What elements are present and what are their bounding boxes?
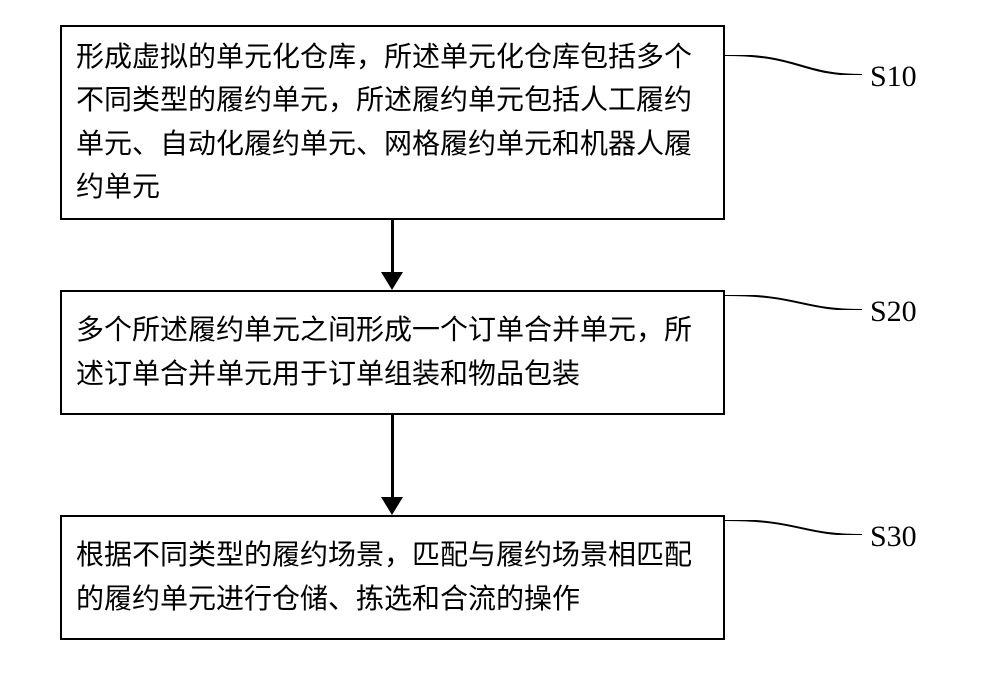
step-box-s30: 根据不同类型的履约场景，匹配与履约场景相匹配的履约单元进行仓储、拣选和合流的操作 bbox=[60, 515, 725, 640]
step-label-s30: S30 bbox=[870, 520, 917, 554]
label-leader-s10 bbox=[725, 55, 862, 75]
step-text-s20: 多个所述履约单元之间形成一个订单合并单元，所述订单合并单元用于订单组装和物品包装 bbox=[76, 309, 709, 396]
arrow-line-1 bbox=[391, 220, 394, 272]
step-text-s30: 根据不同类型的履约场景，匹配与履约场景相匹配的履约单元进行仓储、拣选和合流的操作 bbox=[76, 534, 709, 621]
step-box-s20: 多个所述履约单元之间形成一个订单合并单元，所述订单合并单元用于订单组装和物品包装 bbox=[60, 290, 725, 415]
flowchart-canvas: 形成虚拟的单元化仓库，所述单元化仓库包括多个不同类型的履约单元，所述履约单元包括… bbox=[0, 0, 1000, 683]
step-label-s10: S10 bbox=[870, 60, 917, 94]
arrow-head-1 bbox=[381, 272, 403, 290]
step-box-s10: 形成虚拟的单元化仓库，所述单元化仓库包括多个不同类型的履约单元，所述履约单元包括… bbox=[60, 25, 725, 220]
step-label-s20: S20 bbox=[870, 295, 917, 329]
step-text-s10: 形成虚拟的单元化仓库，所述单元化仓库包括多个不同类型的履约单元，所述履约单元包括… bbox=[76, 36, 709, 210]
arrow-head-2 bbox=[381, 497, 403, 515]
label-leader-s30 bbox=[725, 520, 862, 535]
arrow-line-2 bbox=[391, 415, 394, 497]
label-leader-s20 bbox=[725, 295, 862, 310]
